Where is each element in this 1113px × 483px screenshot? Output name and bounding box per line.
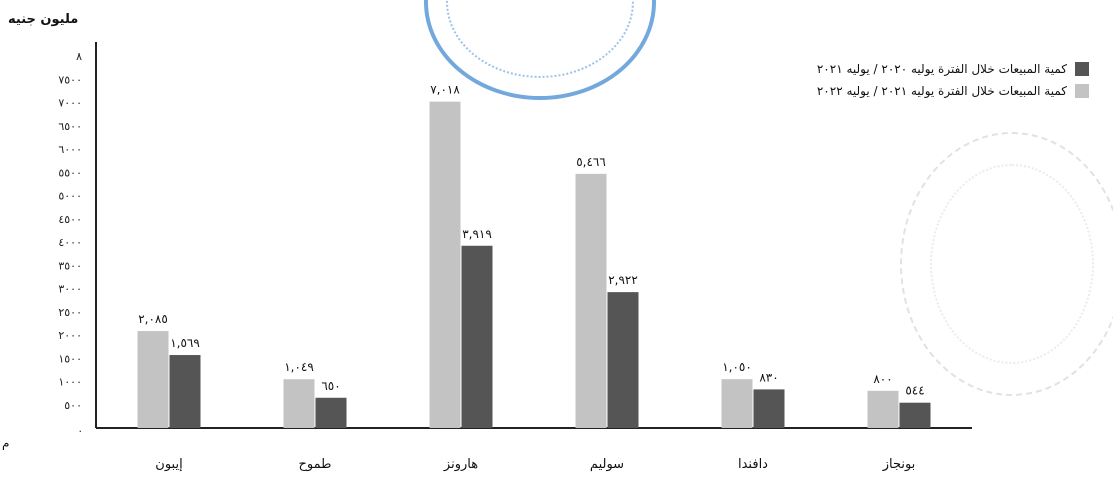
data-label: ٥٤٤ [905, 384, 924, 398]
y-tick-label: ٣٥٠٠ [58, 259, 82, 272]
x-tick-label: هارونز [443, 457, 478, 472]
y-tick-label: ٨ [76, 50, 82, 63]
legend-item-2022: كمية المبيعات خلال الفترة يوليه ٢٠٢١ / ي… [817, 80, 1089, 102]
bar [315, 397, 347, 428]
y-tick-label: ٧٠٠٠ [58, 97, 82, 110]
legend-swatch-dark [1075, 62, 1089, 76]
y-axis-label: مليون جنيه [8, 12, 79, 27]
y-tick-label: ٥٥٠٠ [58, 166, 82, 179]
bar [753, 389, 785, 428]
x-tick-label: دافندا [738, 457, 768, 472]
legend-label-2021: كمية المبيعات خلال الفترة يوليه ٢٠٢٠ / ي… [816, 62, 1067, 76]
bar [429, 101, 461, 429]
y-tick-label: ٧٥٠٠ [58, 73, 82, 86]
bar [899, 402, 931, 428]
bar [283, 379, 315, 428]
y-tick-label: ٥٠٠ [64, 399, 82, 412]
data-label: ١,٥٦٩ [170, 336, 200, 350]
bar [137, 331, 169, 428]
data-label: ٢,٠٨٥ [138, 312, 168, 326]
x-tick-label: سوليم [590, 457, 624, 472]
y-tick-label: ٦٥٠٠ [58, 120, 82, 133]
legend-item-2021: كمية المبيعات خلال الفترة يوليه ٢٠٢٠ / ي… [817, 58, 1089, 80]
legend-swatch-light [1075, 84, 1089, 98]
legend-label-2022: كمية المبيعات خلال الفترة يوليه ٢٠٢١ / ي… [816, 84, 1067, 98]
bar [169, 355, 201, 428]
y-tick-label: ٦٠٠٠ [58, 143, 82, 156]
data-label: ٧,٠١٨ [430, 83, 460, 97]
y-tick-label: ٥٠٠٠ [58, 190, 82, 203]
data-label: ٣,٩١٩ [462, 227, 492, 241]
bar [607, 292, 639, 428]
bar [575, 173, 607, 428]
x-axis-unit-label: م [2, 436, 10, 450]
data-label: ٦٥٠ [321, 379, 340, 393]
x-tick-label: بونجاز [882, 457, 916, 472]
y-tick-label: ٤٥٠٠ [58, 213, 82, 226]
data-label: ١,٠٥٠ [722, 360, 752, 374]
y-tick-label: ١٠٠٠ [58, 376, 82, 389]
y-tick-label: ١٥٠٠ [58, 352, 82, 365]
bar [461, 245, 493, 428]
y-tick-label: . [79, 422, 83, 435]
y-tick-label: ٣٠٠٠ [58, 283, 82, 296]
bar [721, 379, 753, 428]
data-label: ٢,٩٢٢ [608, 273, 638, 287]
x-tick-label: طموح [299, 457, 332, 472]
y-tick-label: ٢٥٠٠ [58, 306, 82, 319]
bar [867, 390, 899, 428]
faded-seal [900, 132, 1113, 396]
data-label: ٨٠٠ [873, 372, 892, 386]
y-tick-label: ٢٠٠٠ [58, 329, 82, 342]
legend: كمية المبيعات خلال الفترة يوليه ٢٠٢٠ / ي… [817, 58, 1089, 102]
data-label: ٥,٤٦٦ [576, 155, 606, 169]
x-tick-label: إيبون [155, 457, 182, 472]
y-tick-label: ٤٠٠٠ [58, 236, 82, 249]
data-label: ١,٠٤٩ [284, 360, 314, 374]
data-label: ٨٣٠ [759, 370, 778, 384]
